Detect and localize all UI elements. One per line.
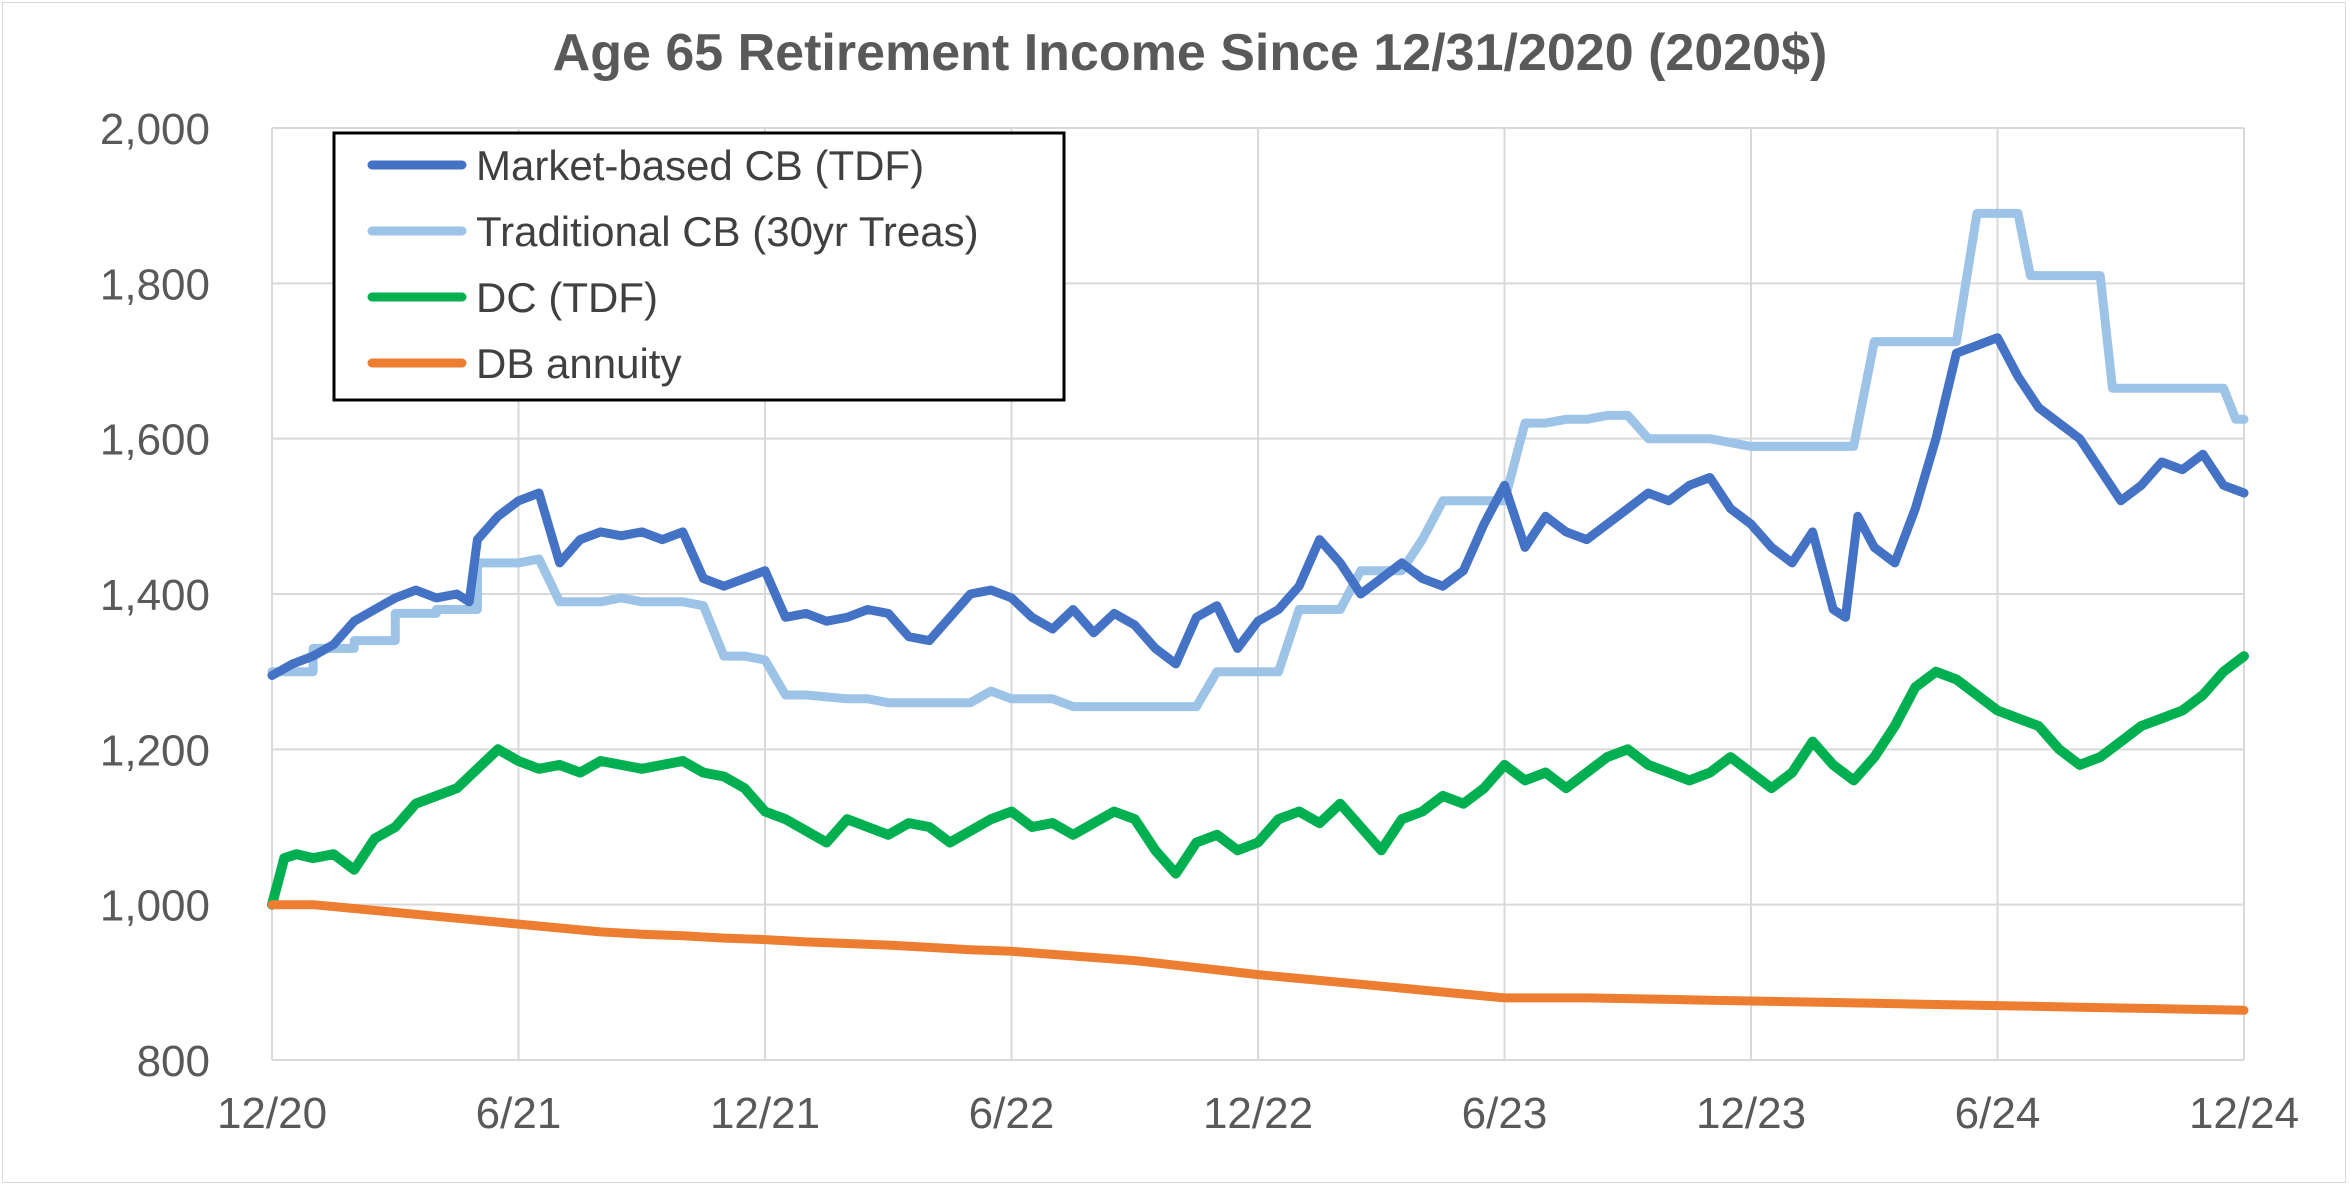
chart-title: Age 65 Retirement Income Since 12/31/202…: [553, 24, 1828, 82]
series-line-dc-tdf: [267, 651, 2249, 910]
series-line-market-based-cb-tdf: [267, 333, 2249, 680]
series-line-traditional-cb-30yr-treas: [267, 208, 2249, 712]
series-line-db-annuity: [267, 900, 2249, 1015]
x-tick-label: 12/20: [217, 1089, 327, 1138]
legend-box: [332, 131, 1066, 402]
series-lines: [267, 208, 2249, 1015]
legend-label: DC (TDF): [476, 274, 658, 321]
legend-label: Traditional CB (30yr Treas): [476, 208, 979, 255]
legend: Market-based CB (TDF) Traditional CB (30y…: [332, 131, 1066, 402]
y-tick-label: 800: [137, 1037, 210, 1086]
y-tick-label: 1,000: [100, 882, 210, 931]
y-tick-label: 2,000: [100, 105, 210, 154]
x-tick-label: 6/22: [969, 1089, 1055, 1138]
y-tick-label: 1,400: [100, 571, 210, 620]
x-tick-label: 6/24: [1955, 1089, 2041, 1138]
y-tick-label: 1,800: [100, 260, 210, 309]
x-tick-label: 6/23: [1462, 1089, 1548, 1138]
x-tick-label: 12/21: [710, 1089, 820, 1138]
x-tick-label: 6/21: [476, 1089, 562, 1138]
legend-label: DB annuity: [476, 340, 681, 387]
x-tick-label: 12/23: [1696, 1089, 1806, 1138]
legend-label: Market-based CB (TDF): [476, 142, 924, 189]
gridlines: [271, 127, 2245, 1061]
y-tick-label: 1,200: [100, 726, 210, 775]
y-tick-label: 1,600: [100, 416, 210, 465]
x-tick-label: 12/22: [1203, 1089, 1313, 1138]
axis-labels: 800 1,000 1,200 1,400 1,600 1,800 2,000 12/20 6/…: [100, 105, 2299, 1138]
x-tick-label: 12/24: [2189, 1089, 2299, 1138]
